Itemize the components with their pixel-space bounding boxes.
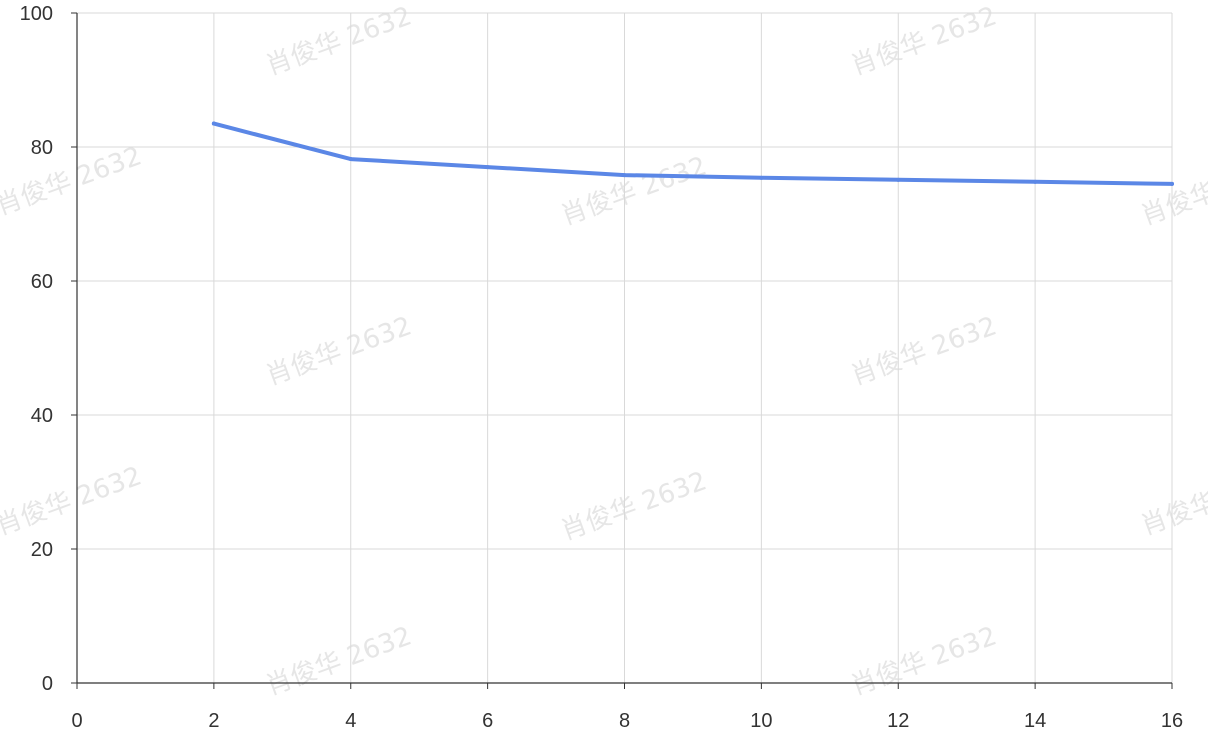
series-line	[211, 121, 1174, 186]
data-point	[622, 173, 627, 178]
watermark-text: 肖俊华 2632	[557, 151, 711, 231]
data-point	[1170, 181, 1174, 186]
grid-layer	[77, 12, 1173, 683]
data-point	[1033, 179, 1038, 184]
watermark-text: 肖俊华 2632	[847, 311, 1001, 391]
x-tick-label: 6	[482, 710, 493, 732]
x-tick-label: 8	[619, 710, 630, 732]
watermark-text: 肖俊华 2632	[0, 141, 146, 221]
x-tick-label: 12	[887, 710, 909, 732]
watermark-text: 肖俊华 2632	[847, 621, 1001, 701]
watermark-text: 肖俊华 2632	[262, 311, 416, 391]
y-tick-label: 80	[31, 137, 53, 159]
data-point	[485, 165, 490, 170]
tick-labels: 0 2 4 6 8 10 12 14 16 0 20 40 60 80 100	[20, 3, 1184, 732]
y-tick-label: 0	[42, 673, 53, 695]
y-tick-label: 20	[31, 539, 53, 561]
data-point	[759, 175, 764, 180]
x-tick-label: 16	[1161, 710, 1183, 732]
watermark-layer: 肖俊华 2632 肖俊华 2632 肖俊华 2632 肖俊华 2632 肖俊华 2632…	[0, 1, 1208, 701]
watermark-text: 肖俊华 2632	[0, 461, 146, 541]
watermark-text: 肖俊华 2632	[262, 621, 416, 701]
x-tick-label: 10	[750, 710, 772, 732]
data-point	[896, 177, 901, 182]
y-tick-label: 100	[20, 3, 53, 25]
data-point	[348, 157, 353, 162]
series-layer	[211, 121, 1174, 186]
y-tick-label: 60	[31, 271, 53, 293]
data-point	[211, 121, 216, 126]
watermark-text: 肖俊华 2632	[1137, 151, 1208, 231]
watermark-text: 肖俊华 2632	[1137, 461, 1208, 541]
x-tick-label: 14	[1024, 710, 1046, 732]
y-tick-label: 40	[31, 405, 53, 427]
x-tick-label: 2	[208, 710, 219, 732]
x-tick-label: 0	[71, 710, 82, 732]
watermark-text: 肖俊华 2632	[557, 466, 711, 546]
x-tick-label: 4	[345, 710, 356, 732]
axis-layer	[71, 12, 1173, 689]
